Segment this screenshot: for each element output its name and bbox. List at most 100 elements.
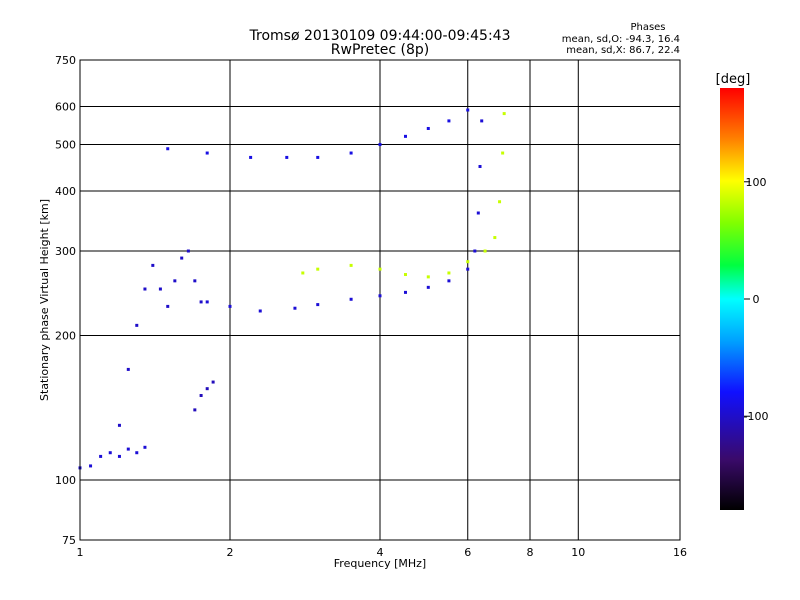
data-point [180,256,184,260]
data-point [301,271,305,275]
data-point [205,300,209,304]
data-point [349,263,353,267]
data-point [89,464,93,468]
data-point [135,451,139,455]
x-tick-label: 4 [377,546,384,559]
colorbar-ticks: 100 0 -100 [744,176,769,423]
data-point [143,287,147,291]
data-point [293,306,297,310]
plot-frame [79,59,681,541]
data-point [205,151,209,155]
data-point [480,119,484,123]
x-tick-label: 6 [464,546,471,559]
data-point [316,155,320,159]
trace [166,108,470,159]
y-tick-label: 750 [55,54,76,67]
data-point [186,249,190,253]
data-point [426,126,430,130]
y-axis: 75 100 200 300 400 500 600 750 [55,54,76,547]
data-point [193,408,197,412]
data-point [349,151,353,155]
x-axis-label: Frequency [MHz] [334,557,426,570]
y-tick-label: 300 [55,245,76,258]
trace [193,380,215,412]
y-tick-label: 75 [62,534,76,547]
data-point [199,394,203,398]
stats-line-x: mean, sd,X: 86.7, 22.4 [566,45,680,56]
y-tick-label: 200 [55,330,76,343]
data-point [447,119,451,123]
data-point [478,164,482,168]
data-point [378,267,382,271]
data-point [476,211,480,215]
data-point [378,143,382,147]
data-point [403,273,407,277]
data-point [466,267,470,271]
colorbar-gradient [720,88,744,510]
data-point [501,151,505,155]
colorbar: [deg] 100 0 -100 [716,70,769,510]
y-tick-label: 500 [55,139,76,152]
x-tick-label: 1 [77,546,84,559]
data-point [378,294,382,298]
x-axis: 1 2 4 6 8 10 16 [77,546,688,559]
y-tick-label: 600 [55,101,76,114]
x-tick-label: 2 [227,546,234,559]
data-point [166,304,170,308]
data-point [498,200,502,204]
data-point [447,271,451,275]
data-point [403,290,407,294]
y-tick-label: 100 [55,474,76,487]
data-point [211,380,215,384]
data-point [316,303,320,307]
data-point [173,279,177,283]
data-point [166,147,170,151]
chart-subtitle: RwPretec (8p) [331,42,429,58]
data-point [151,263,155,267]
data-point [99,454,103,458]
data-point [349,297,353,301]
data-point [158,287,162,291]
data-point [205,387,209,391]
y-axis-label: Stationary phase Virtual Height [km] [38,199,51,401]
data-point [199,300,203,304]
data-point [193,279,197,283]
data-point [483,249,487,253]
data-point [447,279,451,283]
colorbar-tick-label: -100 [744,410,769,423]
x-tick-label: 16 [673,546,687,559]
trace [78,445,147,470]
data-point [117,454,121,458]
data-point [502,112,506,116]
data-point [126,367,130,371]
data-point [466,108,470,112]
data-point [117,423,121,427]
data-point [258,309,262,313]
grid-lines [80,60,680,540]
data-points [78,108,506,470]
data-point [493,236,497,240]
data-point [108,451,112,455]
data-point [426,275,430,279]
stats-line-o: mean, sd,O: -94.3, 16.4 [562,34,680,45]
data-point [143,445,147,449]
data-point [466,260,470,264]
stats-title: Phases [630,22,665,33]
data-point [426,285,430,289]
colorbar-label: [deg] [716,72,751,87]
data-point [285,155,289,159]
data-point [403,134,407,138]
colorbar-tick-label: 100 [746,176,767,189]
trace [117,249,203,427]
colorbar-label-box [720,70,744,88]
data-point [135,323,139,327]
chart-title: Tromsø 20130109 09:44:00-09:45:43 [249,28,511,44]
trace [301,112,506,279]
data-point [249,155,253,159]
x-tick-label: 10 [571,546,585,559]
colorbar-tick-label: 0 [753,293,760,306]
data-point [316,267,320,271]
x-tick-label: 8 [527,546,534,559]
data-point [126,447,130,451]
